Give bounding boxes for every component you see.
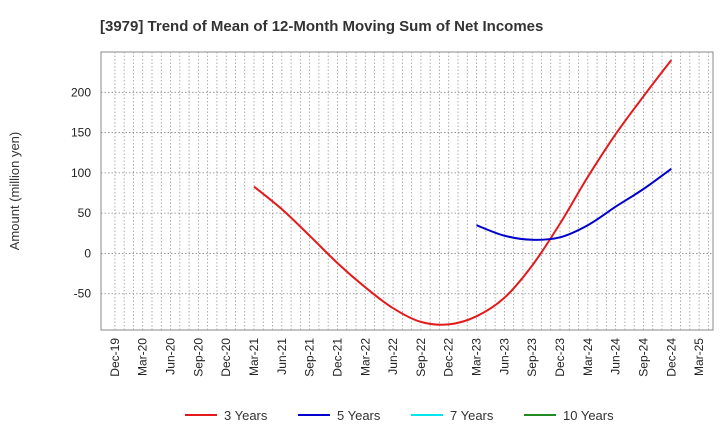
plot-area: [100, 51, 714, 331]
y-tick-label: 50: [78, 206, 92, 220]
series-lines: [253, 59, 673, 326]
x-tick-label: Dec-24: [664, 338, 678, 377]
x-tick-label: Dec-21: [330, 338, 344, 377]
y-tick-label: 0: [84, 246, 91, 260]
x-tick-label: Sep-24: [636, 338, 650, 377]
legend-label-7-years: 7 Years: [450, 408, 494, 423]
x-tick-label: Mar-24: [581, 338, 595, 376]
x-tick-label: Mar-20: [136, 338, 150, 376]
x-tick-label: Sep-22: [414, 338, 428, 377]
x-tick-label: Dec-22: [442, 338, 456, 377]
x-tick-label: Mar-23: [470, 338, 484, 376]
x-tick-label: Mar-21: [247, 338, 261, 376]
legend: 3 Years 5 Years 7 Years 10 Years: [185, 408, 614, 423]
gridlines: [101, 52, 713, 330]
x-tick-label: Jun-23: [497, 338, 511, 375]
y-axis-ticks: -50 0 50 100 150 200: [71, 85, 91, 300]
x-tick-label: Jun-24: [609, 338, 623, 375]
y-tick-label: -50: [74, 287, 92, 301]
x-tick-label: Dec-19: [108, 338, 122, 377]
y-tick-label: 100: [71, 166, 91, 180]
series-line-5-years: [476, 167, 672, 241]
x-tick-label: Mar-25: [692, 338, 706, 376]
legend-label-5-years: 5 Years: [337, 408, 381, 423]
y-axis-label: Amount (million yen): [7, 132, 22, 251]
x-tick-label: Jun-22: [386, 338, 400, 375]
x-tick-label: Dec-20: [219, 338, 233, 377]
legend-label-10-years: 10 Years: [563, 408, 614, 423]
x-axis-ticks: Dec-19 Mar-20 Jun-20 Sep-20 Dec-20 Mar-21 Jun-…: [108, 338, 706, 377]
y-tick-label: 200: [71, 85, 91, 99]
x-tick-label: Sep-20: [191, 338, 205, 377]
x-tick-label: Sep-23: [525, 338, 539, 377]
chart-title: [3979] Trend of Mean of 12-Month Moving …: [100, 18, 543, 35]
legend-label-3-years: 3 Years: [224, 408, 268, 423]
x-tick-label: Sep-21: [303, 338, 317, 377]
x-tick-label: Dec-23: [553, 338, 567, 377]
series-line-3-years: [253, 59, 673, 326]
x-tick-label: Jun-21: [275, 338, 289, 375]
x-tick-label: Mar-22: [358, 338, 372, 376]
x-tick-label: Jun-20: [164, 338, 178, 375]
y-tick-label: 150: [71, 126, 91, 140]
